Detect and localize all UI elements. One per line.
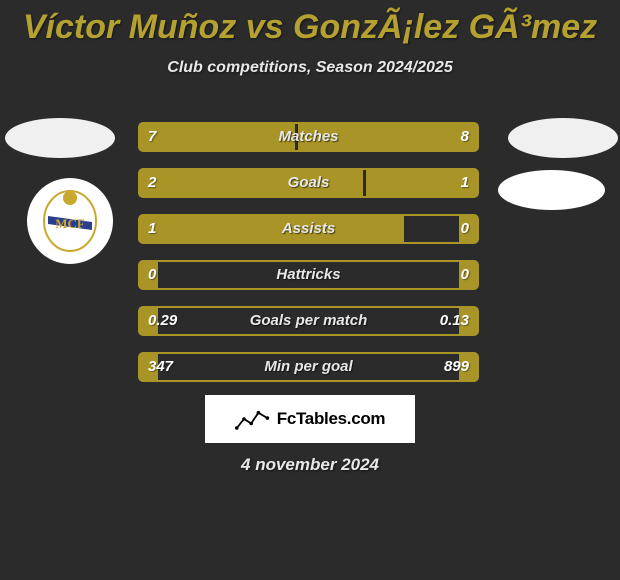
player-right-avatar bbox=[508, 118, 618, 158]
page-title: Víctor Muñoz vs GonzÃ¡lez GÃ³mez bbox=[0, 0, 620, 47]
date-label: 4 november 2024 bbox=[0, 455, 620, 475]
stat-label: Min per goal bbox=[138, 352, 479, 382]
real-madrid-crest-icon: MCF bbox=[40, 186, 100, 256]
branding-box: FcTables.com bbox=[205, 395, 415, 443]
subtitle: Club competitions, Season 2024/2025 bbox=[0, 59, 620, 77]
stat-label: Goals per match bbox=[138, 306, 479, 336]
player-left-avatar bbox=[5, 118, 115, 158]
svg-text:MCF: MCF bbox=[55, 216, 85, 231]
stat-row: 10Assists bbox=[138, 214, 479, 244]
stat-row: 347899Min per goal bbox=[138, 352, 479, 382]
club-right-badge bbox=[498, 170, 605, 210]
stat-label: Hattricks bbox=[138, 260, 479, 290]
club-left-badge: MCF bbox=[27, 178, 113, 264]
stat-row: 78Matches bbox=[138, 122, 479, 152]
fctables-logo-icon bbox=[235, 405, 271, 433]
stats-bars: 78Matches 21Goals 10Assists 00Hattricks 0.29… bbox=[138, 122, 479, 398]
stat-row: 00Hattricks bbox=[138, 260, 479, 290]
stat-label: Goals bbox=[138, 168, 479, 198]
branding-text: FcTables.com bbox=[277, 409, 386, 429]
stat-label: Assists bbox=[138, 214, 479, 244]
stat-row: 21Goals bbox=[138, 168, 479, 198]
stat-row: 0.290.13Goals per match bbox=[138, 306, 479, 336]
stat-label: Matches bbox=[138, 122, 479, 152]
